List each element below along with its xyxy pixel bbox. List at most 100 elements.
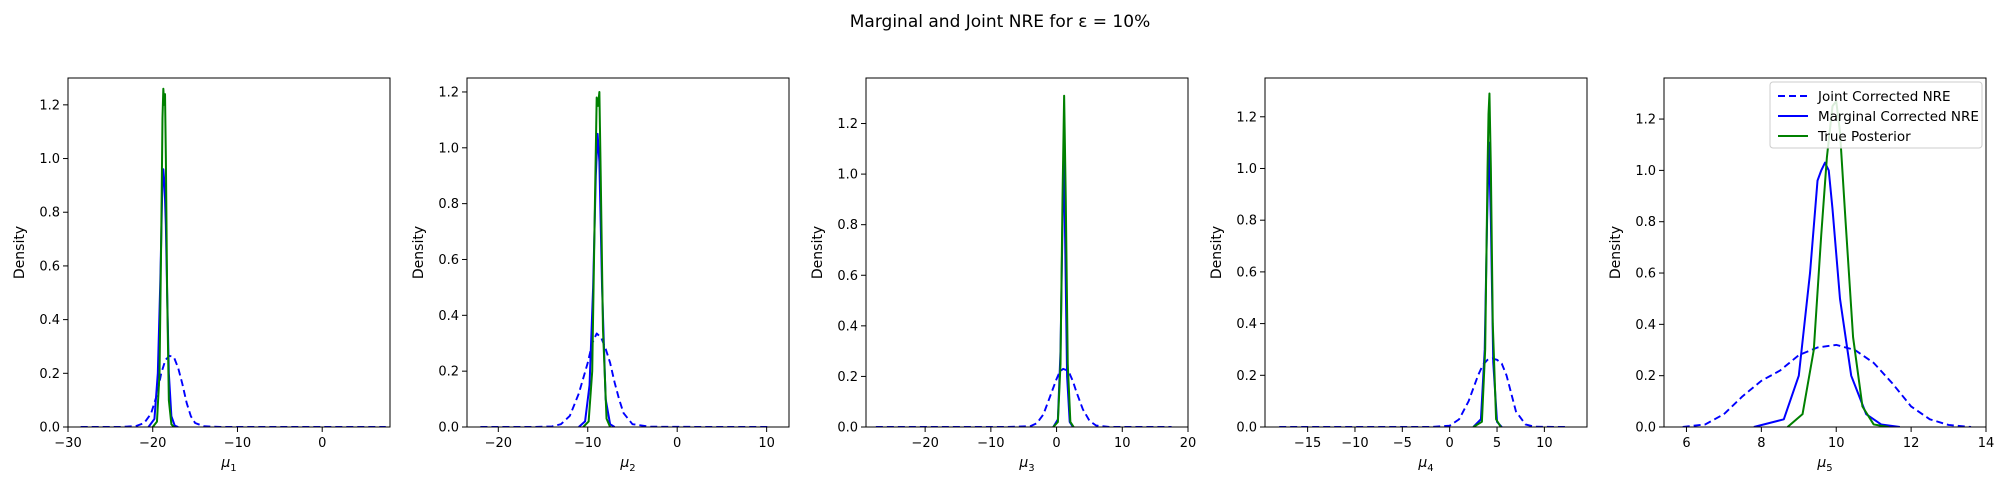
chart-panel-2: −20 −10 0 10 0.0 0.2 0.4 0.6 0.8 1.0 1.2 Density μ2 — [411, 77, 790, 474]
y-tick-label: 0.0 — [1635, 421, 1656, 436]
x-tick-label: −10 — [977, 436, 1004, 451]
x-tick-label: −20 — [485, 436, 512, 451]
y-tick-label: 0.6 — [39, 259, 60, 274]
y-tick-label: 0.6 — [1236, 265, 1257, 280]
y-axis-label: Density — [411, 226, 427, 279]
x-axis-label-symbol: μ — [1417, 455, 1427, 471]
x-axis-label-subscript: 5 — [1826, 463, 1832, 474]
x-axis-label: μ1 — [220, 455, 236, 474]
x-tick-label: 10 — [1114, 436, 1131, 451]
series-line-joint-panel-3 — [875, 367, 1172, 427]
y-tick-label: 0.8 — [837, 218, 858, 233]
y-tick-label: 0.4 — [837, 319, 858, 334]
x-tick-label: 8 — [1757, 436, 1765, 451]
x-tick-label: 10 — [758, 436, 775, 451]
y-tick-label: 1.0 — [1236, 162, 1257, 177]
x-axis-label: μ3 — [1018, 455, 1034, 474]
y-axis-label: Density — [1608, 226, 1624, 279]
y-tick-label: 1.2 — [837, 117, 858, 132]
x-tick-label: 20 — [1180, 436, 1197, 451]
y-tick-label: 0.8 — [1236, 214, 1257, 229]
x-tick-label: 10 — [1828, 436, 1845, 451]
axes-frame-5 — [1663, 77, 1987, 428]
y-tick-label: 0.4 — [1236, 317, 1257, 332]
x-axis-label-subscript: 4 — [1427, 463, 1433, 474]
x-tick-label: −30 — [54, 436, 81, 451]
series-line-true-panel-1 — [151, 87, 175, 427]
x-tick-label: −15 — [1294, 436, 1321, 451]
x-tick-label: −5 — [1393, 436, 1412, 451]
y-tick-label: 0.2 — [39, 367, 60, 382]
series-line-joint-panel-5 — [1682, 343, 1972, 427]
axes-frame-1 — [67, 77, 391, 428]
series-line-true-panel-3 — [1052, 94, 1075, 427]
x-tick-label: 12 — [1903, 436, 1920, 451]
y-tick-label: 0.0 — [39, 421, 60, 436]
y-tick-label: 0.2 — [1236, 369, 1257, 384]
y-tick-label: 1.0 — [39, 152, 60, 167]
y-tick-label: 1.2 — [438, 85, 459, 100]
legend-box — [1769, 81, 1983, 149]
x-tick-label: 0 — [318, 436, 326, 451]
legend: Joint Corrected NRE Marginal Corrected NR… — [1769, 81, 1983, 149]
x-axis-label: μ4 — [1417, 455, 1433, 474]
y-tick-label: 0.6 — [438, 253, 459, 268]
x-axis-label-symbol: μ — [220, 455, 230, 471]
series-line-true-panel-4 — [1472, 92, 1502, 427]
y-tick-label: 0.6 — [837, 269, 858, 284]
y-tick-label: 1.2 — [1635, 113, 1656, 128]
x-tick-label: −10 — [574, 436, 601, 451]
y-tick-label: 0.0 — [1236, 421, 1257, 436]
chart-panel-5: 6 8 10 12 14 0.0 0.2 0.4 0.6 0.8 1.0 1.2 Density μ5 — [1608, 77, 1995, 474]
panels: −30 −20 −10 00.00.20.40.60.81.01.2Densityμ1… — [12, 77, 1995, 474]
series-line-marginal-panel-1 — [147, 168, 179, 427]
x-axis-label-subscript: 3 — [1028, 463, 1034, 474]
x-axis-label-subscript: 2 — [629, 463, 635, 474]
y-axis-label: Density — [1209, 226, 1225, 279]
y-tick-label: 0.6 — [1635, 267, 1656, 282]
series-line-true-panel-5 — [1786, 100, 1889, 427]
y-tick-label: 0.4 — [39, 313, 60, 328]
y-tick-label: 0.2 — [1635, 369, 1656, 384]
y-axis-label: Density — [12, 226, 28, 279]
y-tick-label: 1.0 — [438, 141, 459, 156]
series-line-joint-panel-4 — [1279, 357, 1569, 427]
x-axis-label: μ2 — [619, 455, 635, 474]
x-tick-label: 0 — [1446, 436, 1454, 451]
axes-frame-3 — [865, 77, 1189, 428]
y-tick-label: 1.2 — [39, 98, 60, 113]
y-tick-label: 0.8 — [1635, 215, 1656, 230]
x-tick-label: −10 — [1341, 436, 1368, 451]
legend-label-1: Joint Corrected NRE — [1817, 89, 1951, 105]
x-tick-label: 0 — [673, 436, 681, 451]
x-tick-label: 14 — [1978, 436, 1995, 451]
y-tick-label: 1.0 — [1635, 164, 1656, 179]
series-line-marginal-panel-5 — [1753, 161, 1901, 427]
figure-title: Marginal and Joint NRE for ε = 10% — [850, 12, 1150, 32]
y-axis-label: Density — [810, 226, 826, 279]
legend-label-3: True Posterior — [1817, 129, 1911, 145]
y-tick-label: 0.4 — [1635, 318, 1656, 333]
x-axis-label-subscript: 1 — [230, 463, 236, 474]
chart-panel-4: −15 −10 −5 0 5 10 0.0 0.2 0.4 0.6 0.8 1.0 1.2 Density… — [1209, 77, 1588, 474]
axes-frame-2 — [466, 77, 790, 428]
y-tick-label: 1.2 — [1236, 110, 1257, 125]
y-tick-label: 0.2 — [438, 365, 459, 380]
y-tick-label: 0.8 — [39, 206, 60, 221]
x-tick-label: 6 — [1682, 436, 1690, 451]
series-line-marginal-panel-2 — [578, 132, 616, 427]
y-tick-label: 0.8 — [438, 197, 459, 212]
x-axis-label-symbol: μ — [1816, 455, 1826, 471]
x-tick-label: 10 — [1536, 436, 1553, 451]
series-line-joint-panel-2 — [480, 332, 772, 427]
y-tick-label: 0.0 — [438, 421, 459, 436]
y-tick-label: 0.2 — [837, 370, 858, 385]
x-tick-label: −20 — [139, 436, 166, 451]
y-tick-label: 0.4 — [438, 309, 459, 324]
series-line-joint-panel-1 — [80, 354, 386, 427]
chart-panel-3: −20 −10 0 10 20 0.0 0.2 0.4 0.6 0.8 1.0 1.2 Density μ… — [810, 77, 1197, 474]
x-tick-label: −20 — [911, 436, 938, 451]
axes-frame-4 — [1264, 77, 1588, 428]
x-axis-label-symbol: μ — [619, 455, 629, 471]
